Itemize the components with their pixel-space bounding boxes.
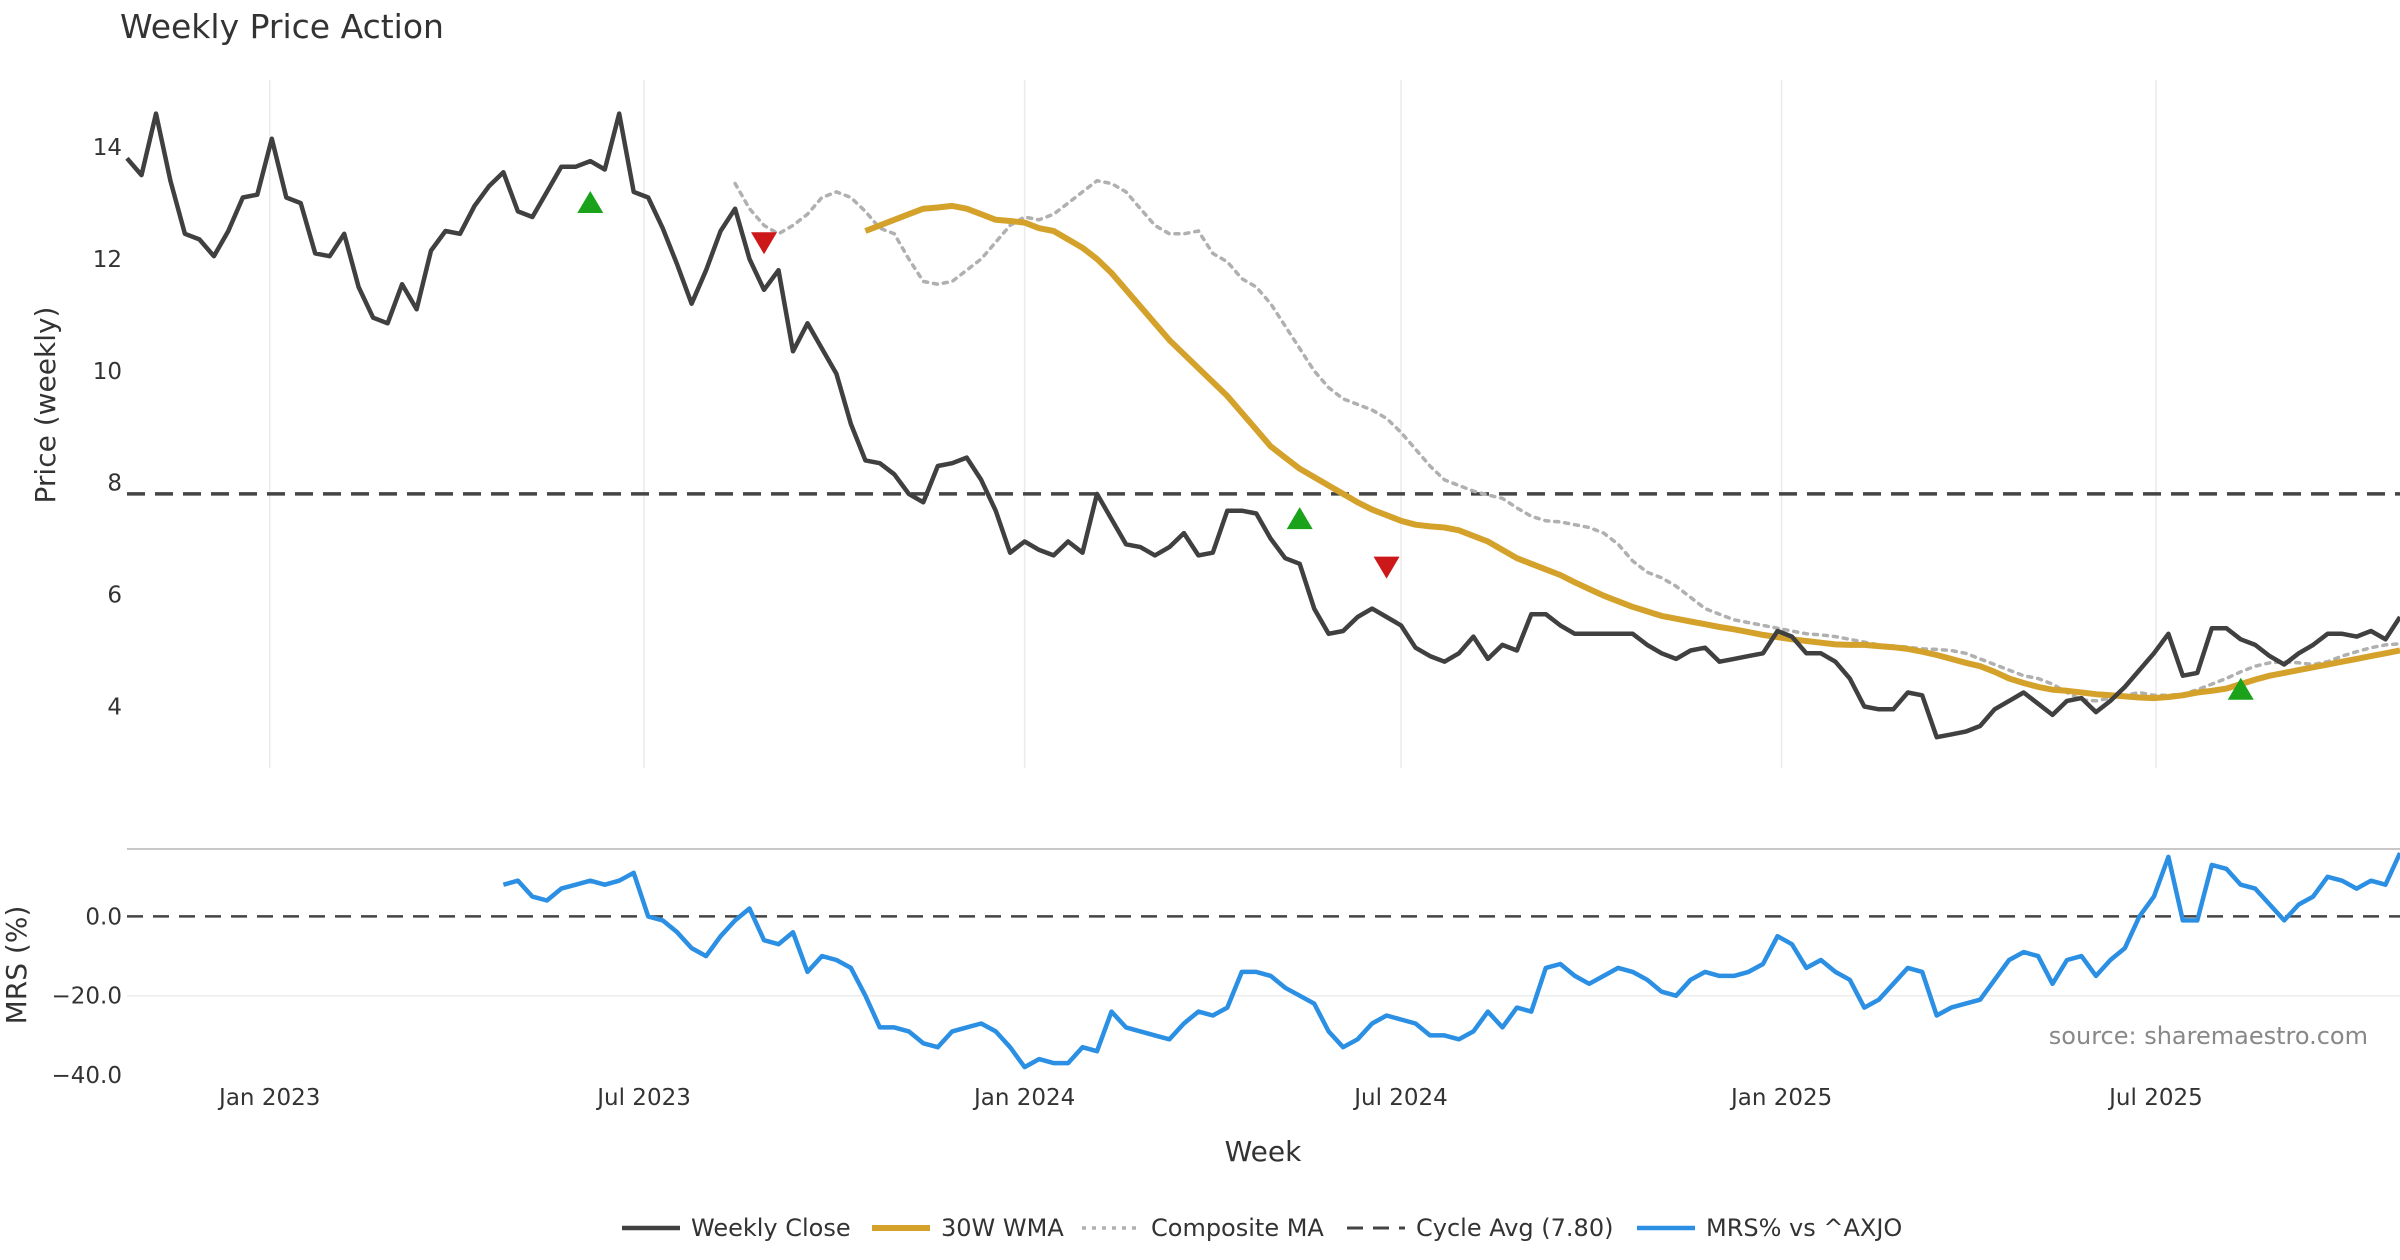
signal-markers bbox=[577, 191, 2254, 700]
legend-item: MRS% vs ^AXJO bbox=[1637, 1214, 1902, 1242]
mrs-series bbox=[502, 852, 2400, 1070]
x-tick-label: Jul 2024 bbox=[1352, 1085, 1448, 1111]
weekly-close-series bbox=[125, 111, 2400, 740]
legend-item: Cycle Avg (7.80) bbox=[1347, 1214, 1613, 1242]
buy-signal-marker bbox=[577, 191, 604, 214]
composite-ma-series bbox=[733, 178, 2400, 703]
price-y-tick-label: 6 bbox=[107, 583, 122, 609]
buy-signal-marker bbox=[2227, 677, 2254, 700]
x-axis-label: Week bbox=[1225, 1135, 1302, 1168]
legend-label: 30W WMA bbox=[941, 1214, 1064, 1242]
legend-item: Composite MA bbox=[1082, 1214, 1324, 1242]
legend-label: Cycle Avg (7.80) bbox=[1416, 1214, 1613, 1242]
x-tick-label: Jul 2025 bbox=[2107, 1085, 2203, 1111]
mrs-panel: 0.0 −20.0 −40.0 MRS (%) source: sharemaest… bbox=[0, 848, 2400, 1089]
legend-item: 30W WMA bbox=[872, 1214, 1064, 1242]
x-tick-label: Jan 2024 bbox=[972, 1085, 1075, 1111]
legend-label: Composite MA bbox=[1151, 1214, 1324, 1242]
legend-item: Weekly Close bbox=[622, 1214, 851, 1242]
mrs-y-tick-label: 0.0 bbox=[85, 904, 122, 930]
mrs-y-tick-label: −40.0 bbox=[52, 1063, 122, 1089]
mrs-y-tick-label: −20.0 bbox=[52, 984, 122, 1010]
legend: Weekly Close 30W WMA Composite MA Cycle Avg… bbox=[622, 1214, 1902, 1242]
price-y-tick-label: 12 bbox=[93, 247, 122, 273]
price-y-tick-label: 14 bbox=[93, 135, 122, 161]
x-tick-label: Jan 2023 bbox=[217, 1085, 320, 1111]
buy-signal-marker bbox=[1286, 507, 1313, 530]
sell-signal-marker bbox=[1373, 556, 1400, 579]
x-tick-label: Jul 2023 bbox=[595, 1085, 691, 1111]
legend-label: MRS% vs ^AXJO bbox=[1706, 1214, 1902, 1242]
mrs-y-axis-label: MRS (%) bbox=[0, 906, 33, 1025]
chart-title: Weekly Price Action bbox=[120, 7, 444, 46]
x-tick-label: Jan 2025 bbox=[1729, 1085, 1832, 1111]
price-y-ticks: 4 6 8 10 12 14 bbox=[93, 135, 122, 720]
price-y-axis-label: Price (weekly) bbox=[29, 307, 62, 504]
price-y-tick-label: 10 bbox=[93, 359, 122, 385]
x-axis-ticks: Jan 2023 Jul 2023 Jan 2024 Jul 2024 Jan 2025… bbox=[217, 1085, 2203, 1111]
sell-signal-marker bbox=[751, 232, 778, 255]
legend-label: Weekly Close bbox=[691, 1214, 851, 1242]
price-y-tick-label: 4 bbox=[107, 694, 122, 720]
wma-30w-series bbox=[864, 202, 2400, 702]
mrs-y-ticks: 0.0 −20.0 −40.0 bbox=[52, 904, 122, 1089]
source-label: source: sharemaestro.com bbox=[2049, 1022, 2368, 1050]
price-panel: 4 6 8 10 12 14 Price (weekly) bbox=[29, 80, 2400, 768]
price-y-tick-label: 8 bbox=[107, 471, 122, 497]
